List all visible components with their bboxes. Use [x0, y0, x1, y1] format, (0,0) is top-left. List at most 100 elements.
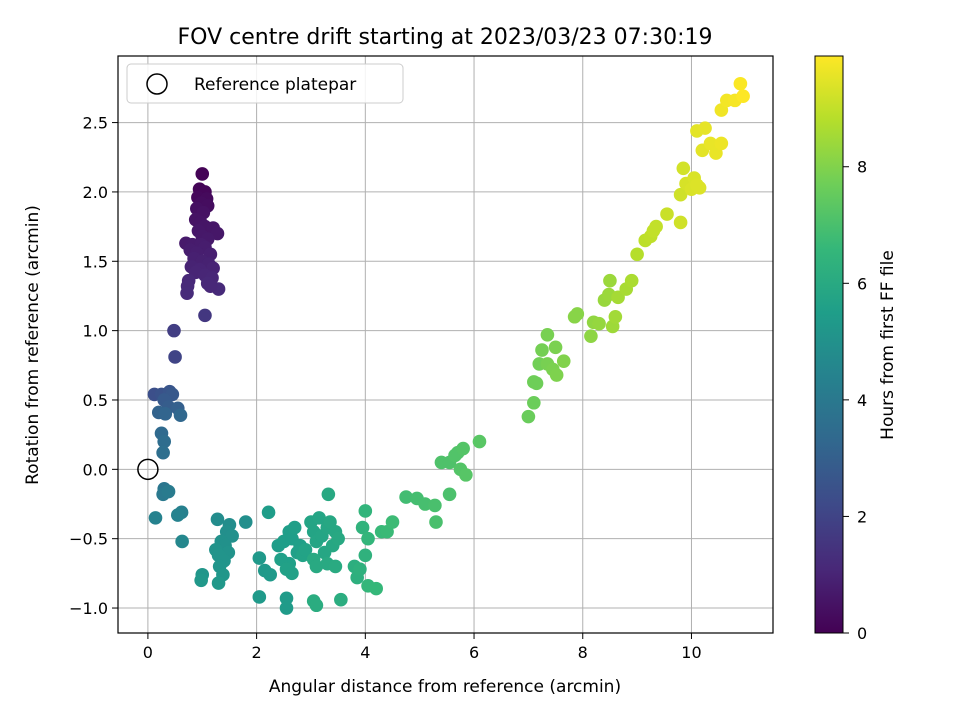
data-point: [385, 515, 400, 529]
data-point: [429, 515, 443, 529]
data-point: [309, 559, 324, 574]
chart-title: FOV centre drift starting at 2023/03/23 …: [178, 25, 713, 50]
colorbar-gradient: [814, 55, 844, 634]
data-point: [660, 207, 674, 221]
y-tick-label: 1.5: [83, 252, 108, 271]
x-tick-label: 6: [469, 643, 479, 662]
plot-frame: [117, 55, 774, 634]
data-point: [556, 354, 571, 368]
data-point: [630, 247, 644, 262]
data-point: [287, 520, 302, 535]
x-tick-label: 10: [681, 643, 701, 662]
data-point: [540, 327, 555, 342]
colorbar-ticks: 0 2 4 6 8: [843, 158, 867, 643]
colorbar-tick-label: 0: [857, 624, 867, 643]
colorbar-label: Hours from first FF file: [878, 250, 898, 440]
data-point: [334, 592, 348, 607]
data-point: [584, 329, 598, 343]
x-tick-label: 0: [143, 643, 153, 662]
data-point: [399, 490, 413, 504]
data-point: [353, 562, 367, 576]
data-point: [692, 180, 707, 195]
data-point: [456, 441, 470, 456]
y-tick-label: −1.0: [69, 599, 108, 618]
data-point: [225, 529, 239, 543]
data-point: [328, 559, 343, 574]
data-point: [529, 376, 544, 391]
data-point: [592, 316, 606, 331]
data-point: [167, 323, 181, 338]
data-point: [733, 76, 748, 91]
data-point: [279, 601, 294, 615]
y-tick-label: −0.5: [69, 530, 108, 549]
data-point: [673, 215, 688, 230]
data-point: [321, 487, 336, 502]
data-point: [198, 308, 212, 323]
colorbar-tick-label: 4: [857, 391, 867, 410]
y-tick-label: 0.0: [83, 460, 108, 479]
data-point: [736, 89, 750, 104]
data-point: [624, 273, 639, 288]
data-point: [161, 484, 176, 499]
data-point: [195, 167, 210, 181]
data-point: [355, 520, 370, 535]
data-point: [252, 551, 267, 565]
data-point: [168, 350, 182, 364]
data-point: [358, 548, 373, 563]
reference-marker-layer: [137, 458, 159, 481]
data-point: [175, 534, 189, 549]
data-point: [285, 566, 299, 581]
data-point: [158, 407, 173, 421]
data-point: [203, 279, 218, 294]
x-tick-label: 8: [578, 643, 588, 662]
data-point: [331, 531, 345, 546]
data-point: [173, 408, 188, 423]
data-point: [459, 468, 473, 482]
legend: Reference platepar: [126, 63, 404, 104]
data-point: [611, 290, 625, 305]
colorbar-tick-label: 6: [857, 274, 867, 293]
data-point: [535, 343, 549, 357]
y-axis-label: Rotation from reference (arcmin): [23, 205, 43, 485]
y-tick-label: 0.5: [83, 391, 108, 410]
data-point: [361, 531, 375, 546]
data-point: [194, 573, 208, 588]
data-point: [472, 434, 487, 449]
data-point: [603, 273, 617, 288]
data-point: [521, 409, 536, 424]
data-point: [279, 591, 294, 606]
data-point: [309, 598, 324, 613]
colorbar-tick-label: 8: [857, 158, 867, 177]
data-point: [263, 567, 277, 582]
x-axis-label: Angular distance from reference (arcmin): [269, 677, 621, 697]
legend-reference-marker: [146, 73, 168, 95]
x-tick-label: 4: [360, 643, 370, 662]
data-point: [312, 511, 326, 525]
data-point: [673, 187, 688, 202]
data-point: [261, 505, 276, 520]
data-point: [570, 307, 585, 321]
data-point: [527, 395, 541, 410]
legend-entry-reference-platepar: Reference platepar: [194, 75, 356, 95]
y-tick-label: 2.5: [83, 114, 108, 133]
data-point: [698, 121, 712, 135]
y-axis-ticks: −1.0 −0.5 0.0 0.5 1.0 1.5 2.0 2.5: [69, 114, 118, 618]
data-point: [358, 504, 373, 518]
data-point: [211, 576, 226, 590]
data-points: [147, 76, 750, 615]
data-point: [548, 340, 563, 355]
data-point: [156, 445, 170, 460]
data-point: [549, 368, 564, 382]
colorbar: 0 2 4 6 8 Hours from first FF file: [814, 55, 898, 643]
data-point: [608, 309, 623, 324]
x-tick-label: 2: [252, 643, 262, 662]
data-point: [252, 590, 267, 604]
y-tick-label: 1.0: [83, 322, 108, 341]
data-point: [180, 286, 194, 300]
legend-box: [126, 63, 404, 104]
data-point: [442, 487, 457, 502]
reference-platepar-marker: [137, 458, 159, 481]
colorbar-tick-label: 2: [857, 507, 867, 526]
data-point: [238, 515, 253, 529]
